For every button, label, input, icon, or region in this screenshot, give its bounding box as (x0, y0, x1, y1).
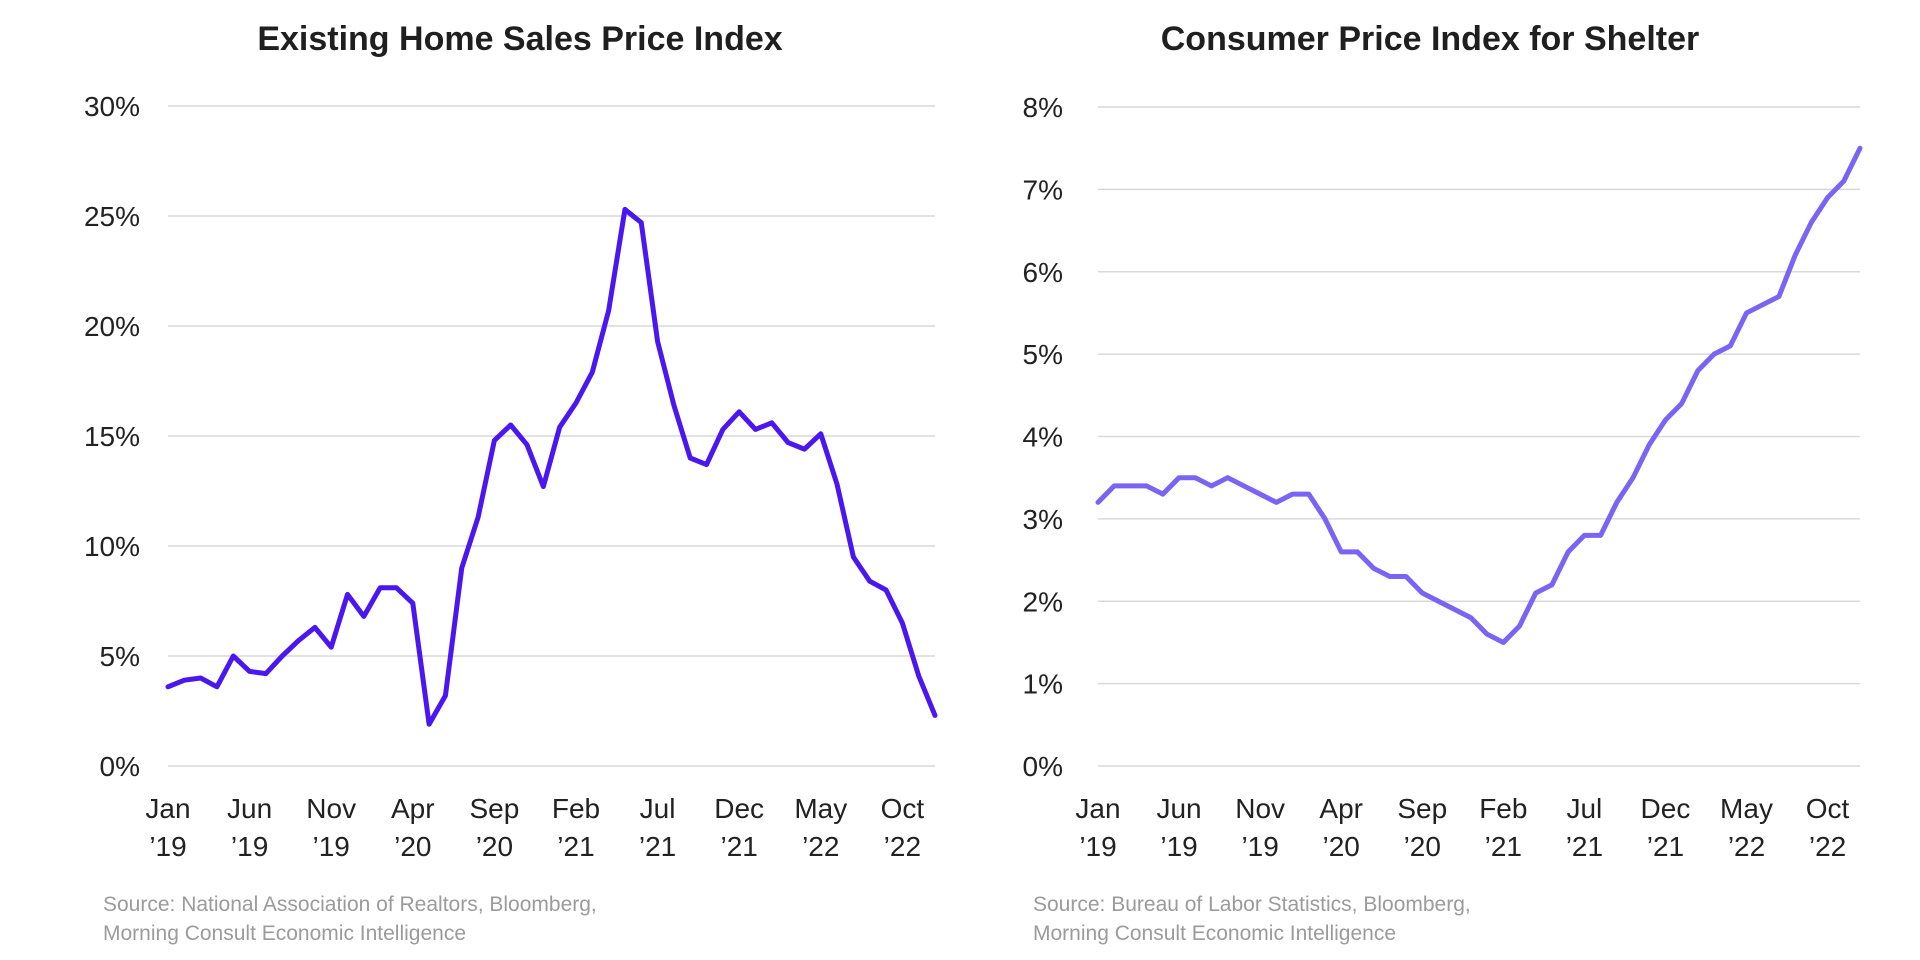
y-tick-label: 20% (84, 311, 140, 342)
source-line-1: Source: National Association of Realtors… (103, 893, 597, 916)
chart-title: Existing Home Sales Price Index (257, 20, 783, 58)
x-tick-label: Jul ’21 (639, 793, 676, 862)
home-sales-plot: 0% 5% 10% 15% 20% 25% 30% Jan ’19 Jun ’19 Nov ’19 Apr… (84, 91, 938, 862)
y-tick-label: 1% (1023, 669, 1063, 700)
x-tick-label: Feb ’21 (552, 793, 600, 862)
x-tick-label: Jan ’19 (145, 793, 190, 862)
y-tick-label: 5% (1023, 339, 1063, 370)
x-tick-label: Dec ’21 (714, 793, 764, 862)
y-tick-label: 6% (1023, 257, 1063, 288)
source-line-2: Morning Consult Economic Intelligence (1033, 922, 1397, 945)
y-tick-label: 0% (1023, 751, 1063, 782)
y-tick-label: 8% (1023, 92, 1063, 123)
x-tick-label: Nov ’19 (306, 793, 356, 862)
source-line-1: Source: Bureau of Labor Statistics, Bloo… (1033, 893, 1471, 916)
y-tick-label: 7% (1023, 174, 1063, 205)
home-sales-chart-panel: Existing Home Sales Price Index 0% 5% 10% 1… (84, 20, 938, 948)
x-tick-label: Apr ’20 (391, 793, 435, 862)
chart-title: Consumer Price Index for Shelter (1160, 20, 1700, 58)
y-tick-label: 2% (1023, 586, 1063, 617)
y-tick-label: 30% (84, 91, 140, 122)
shelter-cpi-plot: 0% 1% 2% 3% 4% 5% 6% 7% 8% Jan ’19 Jun ’19 Nov ’19 Apr’… (1023, 92, 1863, 862)
y-tick-label: 5% (100, 641, 140, 672)
y-tick-label: 3% (1023, 504, 1063, 535)
x-tick-label: Feb ’21 (1479, 793, 1527, 862)
y-tick-label: 15% (84, 421, 140, 452)
y-tick-label: 4% (1023, 422, 1063, 453)
series-line (165, 206, 938, 727)
y-tick-label: 25% (84, 201, 140, 232)
x-tick-label: Oct ’22 (881, 793, 925, 862)
x-tick-label: Oct ’22 (1806, 793, 1850, 862)
x-tick-label: Jan ’19 (1075, 793, 1120, 862)
x-tick-label: Nov ’19 (1235, 793, 1285, 862)
x-tick-label: Jun ’19 (227, 793, 272, 862)
x-tick-label: Sep ’20 (1397, 793, 1447, 862)
chart-source: Source: Bureau of Labor Statistics, Bloo… (1033, 890, 1471, 948)
x-tick-label: May ’22 (1720, 793, 1773, 862)
chart-source: Source: National Association of Realtors… (103, 890, 597, 948)
x-tick-label: Jun ’19 (1156, 793, 1201, 862)
series-line (1095, 145, 1863, 645)
x-tick-label: Sep ’20 (469, 793, 519, 862)
x-tick-label: Jul ’21 (1566, 793, 1603, 862)
shelter-cpi-chart-panel: Consumer Price Index for Shelter 0% 1% 2% 3… (960, 0, 1920, 960)
x-tick-label: May ’22 (794, 793, 847, 862)
y-tick-label: 0% (100, 751, 140, 782)
source-line-2: Morning Consult Economic Intelligence (103, 922, 467, 945)
x-tick-label: Apr ’20 (1319, 793, 1363, 862)
y-tick-label: 10% (84, 531, 140, 562)
x-tick-label: Dec ’21 (1641, 793, 1691, 862)
